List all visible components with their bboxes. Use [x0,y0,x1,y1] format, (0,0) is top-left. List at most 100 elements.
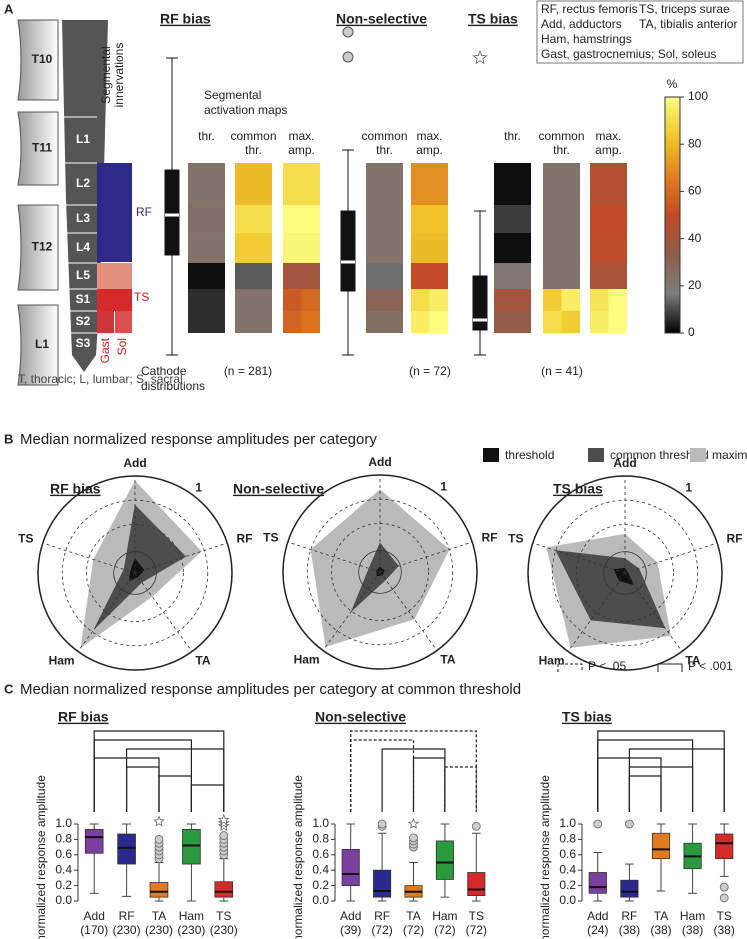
x-tick-label: TS [469,909,484,923]
radar-axis [134,572,193,652]
chart-title: TS bias [562,709,612,725]
panel-title: Median normalized response amplitudes pe… [20,431,377,448]
heatmap-cell [429,163,448,205]
heatmap-cell [590,289,609,311]
heatmap-cell [253,233,272,263]
heatmap-cell [429,263,448,289]
maps-title: activation maps [204,103,287,117]
group-title: TS bias [468,11,518,27]
map-label: thr. [376,143,393,157]
n-label: (38) [682,923,703,937]
vertebra [17,19,59,101]
vertebra [17,111,59,186]
y-tick-label: 0.8 [312,832,329,846]
n-label: (72) [371,923,392,937]
heatmap-cell [512,205,531,233]
legend-label: common threshold [610,448,709,462]
heatmap-cell [283,263,302,289]
heatmap-cell [253,205,272,233]
heatmap-cell [561,311,580,333]
heatmap-cell [543,289,562,311]
segment-label: L3 [76,211,90,225]
heatmap-cell [384,263,403,289]
segment-label: S2 [76,314,91,328]
heatmap-cell [301,233,320,263]
y-tick-label: 0.8 [559,832,576,846]
n-label: (38) [650,923,671,937]
radar-axis-label: Ham [49,653,75,667]
heatmap-cell [301,163,320,205]
y-tick-label: 0.6 [55,847,72,861]
colorbar-tick-label: 40 [688,231,702,245]
significance-bracket [158,775,192,812]
y-tick-label: 0.4 [559,862,576,876]
heatmap-cell [283,233,302,263]
extreme-outlier [407,817,420,829]
heatmap-cell [429,205,448,233]
n-label: (230) [113,923,141,937]
heatmap-cell [512,233,531,263]
radar-area [555,550,666,629]
box [84,828,104,854]
legend-label: threshold [505,448,554,462]
map-label: thr. [504,129,521,143]
box [214,881,234,898]
abbreviation-box [536,0,744,64]
significance-bracket [126,766,160,812]
segment-label: L5 [76,268,90,282]
heatmap-cell [590,263,609,289]
map-label: common [538,129,584,143]
legend-swatch [690,448,706,462]
radar-grid-ring [113,551,157,595]
heatmap-cell [494,163,513,205]
innervation-cell [97,163,132,262]
y-tick-label: 0.2 [312,878,329,892]
y-tick-label: 0.0 [312,893,329,907]
heatmap-cell [608,263,627,289]
heatmap-cell [301,311,320,333]
heatmap-cell [366,163,385,205]
chart-title: RF bias [50,481,101,497]
radar-tick-label: 1 [195,480,202,494]
heatmap-cell [253,263,272,289]
x-tick-label: Add [84,909,105,923]
abbreviation: Add, adductors [541,17,622,31]
chart-title: Non-selective [315,709,406,725]
heatmap-cell [411,263,430,289]
x-tick-label: TA [152,909,166,923]
map-label: max. [595,129,621,143]
innervation-label: Sol [115,338,129,355]
heatmap-cell [608,289,627,311]
heatmap-cell [543,163,562,205]
heatmap-cell [206,311,225,333]
y-tick-label: 0.6 [559,847,576,861]
heatmap-cell [366,233,385,263]
x-tick-label: RF [374,909,390,923]
innervation-title: innervations [112,43,126,108]
heatmap-cell [366,263,385,289]
heatmap-cell [561,289,580,311]
map-label: max. [288,129,314,143]
box [373,869,392,898]
y-tick-label: 0.0 [559,893,576,907]
heatmap-cell [235,163,254,205]
innervation-cell [97,263,132,289]
panel-title: Median normalized response amplitudes pe… [20,681,521,698]
map-label: common [230,129,276,143]
radar-axis-label: TS [263,530,278,544]
n-label: (n = 281) [224,364,272,378]
heatmap-cell [283,163,302,205]
chart-title: RF bias [58,709,109,725]
radar-axis-label: Add [123,456,146,470]
colorbar-tick-label: 100 [688,89,708,103]
innervation-cell [97,311,114,333]
heatmap-cell [188,311,207,333]
heatmap-cell [512,263,531,289]
abbreviation: RF, rectus femoris [541,2,638,16]
heatmap-cell [206,233,225,263]
heatmap-cell [590,233,609,263]
map-label: thr. [198,129,215,143]
radar-tick-label: 1 [440,479,447,493]
heatmap-cell [429,289,448,311]
